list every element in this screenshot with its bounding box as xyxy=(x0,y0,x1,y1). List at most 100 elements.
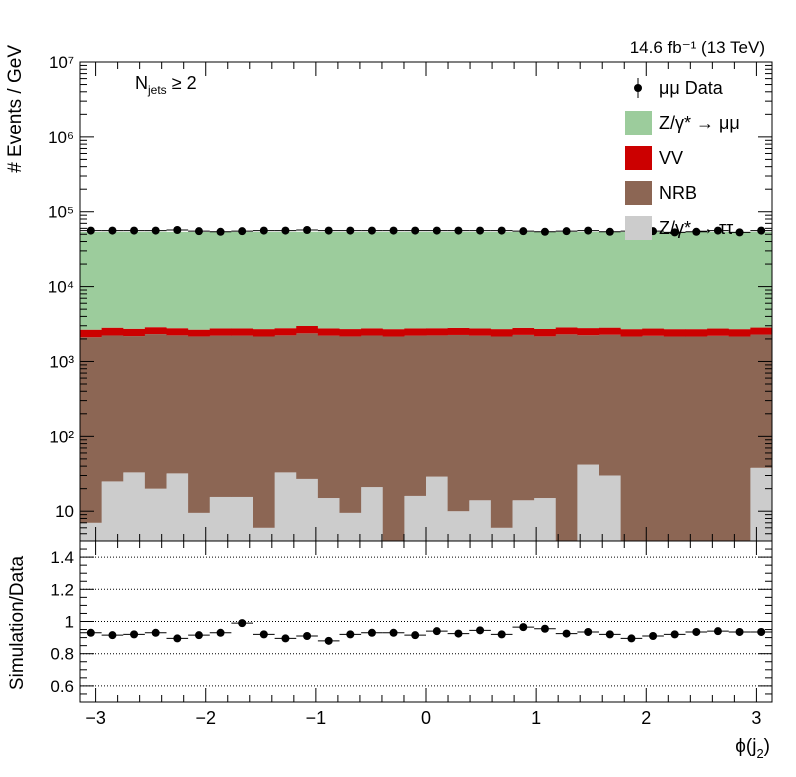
data-point xyxy=(692,227,701,236)
ratio-point xyxy=(757,627,766,636)
bar-ztt xyxy=(209,496,232,541)
bar-ztt xyxy=(101,481,124,541)
bar-vv xyxy=(123,328,146,337)
y-tick-label-top: 10⁷ xyxy=(49,53,74,72)
bar-nrb xyxy=(707,335,730,541)
data-point xyxy=(519,227,528,236)
bar-vv xyxy=(188,329,211,337)
bar-zmm xyxy=(188,231,211,330)
bar-zmm xyxy=(512,231,535,328)
y-tick-label-top: 10² xyxy=(49,427,74,446)
ratio-point xyxy=(713,627,722,636)
bar-vv xyxy=(707,328,730,336)
legend-swatch-nrb xyxy=(625,181,652,205)
bar-nrb xyxy=(512,334,535,501)
data-point xyxy=(713,226,722,235)
bar-ztt xyxy=(188,512,211,541)
bar-ztt xyxy=(166,473,189,541)
ratio-point xyxy=(649,631,658,640)
bar-ztt xyxy=(296,478,319,541)
bar-zmm xyxy=(253,231,276,330)
legend-label: μμ Data xyxy=(659,78,724,98)
bar-vv xyxy=(469,328,492,336)
y-tick-label-top: 10⁶ xyxy=(48,128,74,147)
bar-nrb xyxy=(469,335,492,501)
bar-nrb xyxy=(663,336,686,541)
legend-label: VV xyxy=(659,148,683,168)
bar-zmm xyxy=(361,231,384,329)
bar-nrb xyxy=(209,335,232,497)
data-point xyxy=(540,227,549,236)
bar-nrb xyxy=(750,334,773,468)
data-point xyxy=(86,226,95,235)
ratio-point xyxy=(432,627,441,636)
bar-ztt xyxy=(447,511,470,541)
bar-zmm xyxy=(447,231,470,328)
ratio-point xyxy=(259,630,268,639)
bar-vv xyxy=(317,328,340,336)
ratio-point xyxy=(151,628,160,637)
legend: μμ Data Z/γ* → μμ VV NRB Z/γ* → ττ xyxy=(625,78,740,240)
data-point xyxy=(324,226,333,235)
bar-vv xyxy=(620,329,643,337)
ratio-point xyxy=(692,627,701,636)
y-tick-label-ratio: 0.8 xyxy=(50,645,74,664)
bar-nrb xyxy=(534,336,557,499)
axis-ticks: 10 10² 10³ 10⁴ 10⁵ 10⁶ 10⁷ 0.6 0.8 1 1.2 1.4 −3 −2 −1 0… xyxy=(48,53,772,728)
x-tick-label: 1 xyxy=(531,708,541,728)
y-tick-label-top: 10 xyxy=(55,502,74,521)
bar-nrb xyxy=(231,335,254,497)
data-point xyxy=(108,226,117,235)
bar-ztt xyxy=(80,522,103,541)
data-point xyxy=(497,226,506,235)
ratio-data-points xyxy=(80,619,772,645)
data-point xyxy=(411,226,420,235)
bar-vv xyxy=(642,328,665,336)
bar-ztt xyxy=(404,495,427,541)
legend-swatch-zmm xyxy=(625,111,652,135)
bar-nrb xyxy=(361,335,384,488)
x-tick-label: 0 xyxy=(421,708,431,728)
bar-nrb xyxy=(339,336,362,513)
bar-vv xyxy=(750,327,773,335)
ratio-point xyxy=(389,628,398,637)
bar-vv xyxy=(685,329,708,337)
bar-vv xyxy=(339,329,362,337)
ratio-point xyxy=(324,636,333,645)
bar-vv xyxy=(512,327,535,335)
bar-ztt xyxy=(577,464,600,541)
legend-label: NRB xyxy=(659,183,697,203)
bar-ztt xyxy=(253,527,276,541)
ratio-point xyxy=(670,630,679,639)
legend-marker-data xyxy=(634,84,642,92)
data-point xyxy=(151,226,160,235)
lumi-label: 14.6 fb⁻¹ (13 TeV) xyxy=(630,38,765,57)
bar-vv xyxy=(209,328,232,336)
bar-vv xyxy=(80,329,103,338)
y-tick-label-top: 10⁵ xyxy=(48,203,74,222)
bar-vv xyxy=(490,329,513,337)
data-point xyxy=(562,227,571,236)
bar-nrb xyxy=(577,335,600,465)
bar-nrb xyxy=(274,335,297,473)
legend-swatch-vv xyxy=(625,146,652,170)
ratio-point xyxy=(86,628,95,637)
ratio-point xyxy=(303,631,312,640)
bar-zmm xyxy=(534,231,557,329)
y-tick-label-ratio: 1 xyxy=(65,613,74,632)
bar-nrb xyxy=(447,334,470,512)
bar-zmm xyxy=(339,231,362,330)
bar-nrb xyxy=(404,335,427,496)
bar-ztt xyxy=(317,498,340,541)
bar-zmm xyxy=(663,231,686,330)
bar-ztt xyxy=(144,488,167,541)
ratio-point xyxy=(540,624,549,633)
bar-nrb xyxy=(555,334,578,541)
bar-nrb xyxy=(490,336,513,528)
y-tick-label-top: 10⁴ xyxy=(48,278,74,297)
bar-zmm xyxy=(274,231,297,329)
bar-vv xyxy=(534,328,557,337)
top-panel-bars xyxy=(80,231,773,541)
